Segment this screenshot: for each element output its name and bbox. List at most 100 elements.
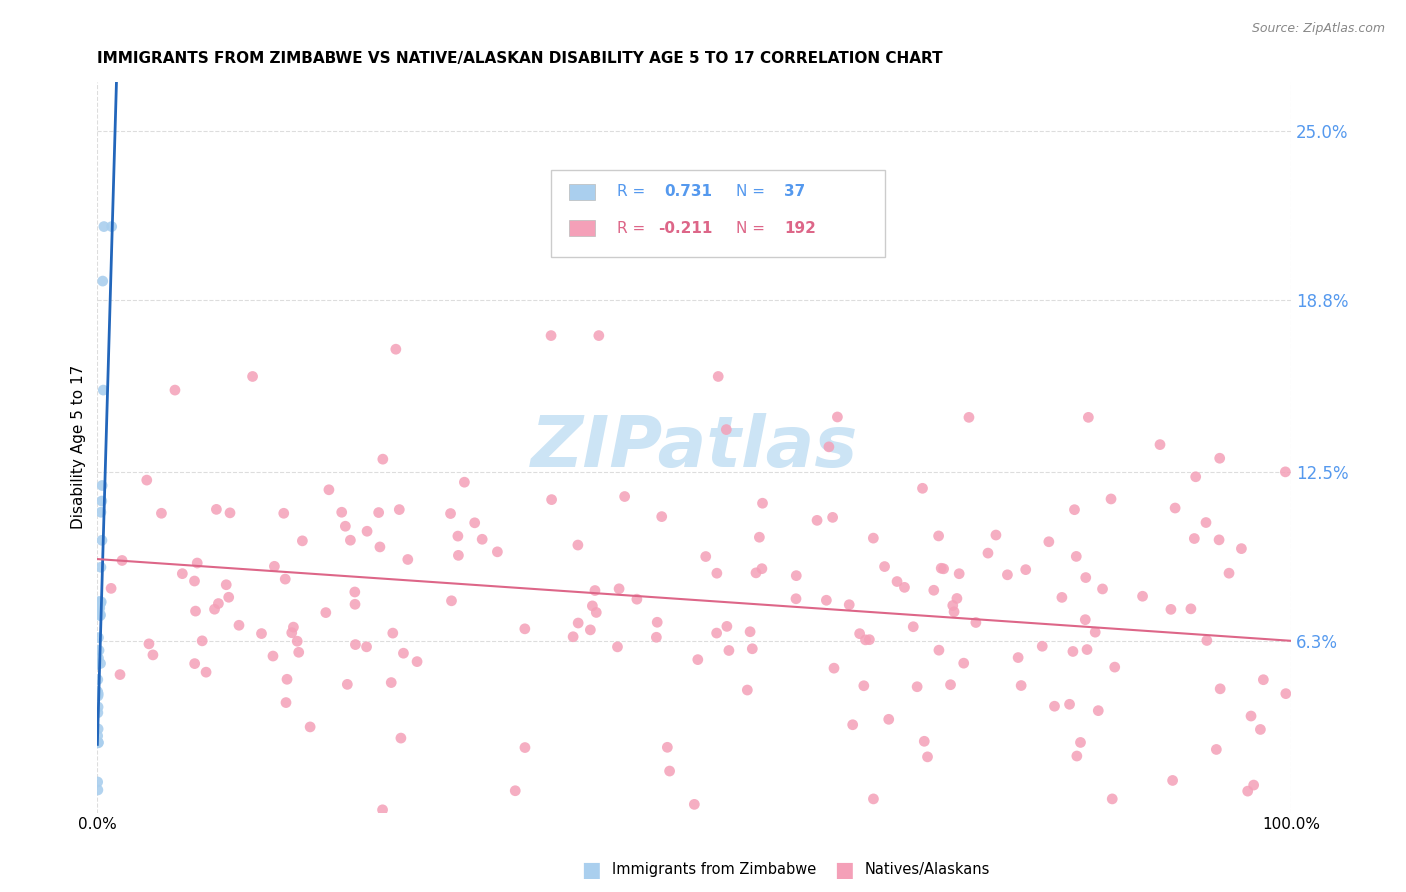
Point (287, 645, 309, 659)
Point (371, 452, 394, 467)
Point (291, 533, 314, 548)
Text: N =: N = (737, 184, 765, 199)
Point (695, 549, 717, 564)
Point (929, 561, 952, 575)
Point (89, 594, 111, 608)
Point (706, 626, 728, 640)
Point (540, 328, 562, 343)
Point (218, 591, 240, 605)
Point (815, 593, 838, 607)
Point (250, 626, 273, 640)
Point (87, 601, 110, 615)
Point (87, 722, 110, 736)
Text: ■: ■ (581, 860, 600, 880)
Point (368, 540, 391, 554)
Point (707, 369, 730, 384)
Point (513, 740, 536, 755)
Point (1062, 644, 1084, 658)
Point (1132, 589, 1154, 603)
Y-axis label: Disability Age 5 to 17: Disability Age 5 to 17 (72, 365, 86, 530)
Point (588, 328, 610, 343)
Point (100, 582, 122, 596)
Point (440, 594, 463, 608)
Point (90, 505, 112, 519)
Point (215, 578, 238, 592)
Point (855, 632, 877, 647)
Point (87, 735, 110, 749)
Point (1275, 687, 1298, 701)
Point (207, 597, 229, 611)
Point (285, 634, 308, 648)
Point (163, 383, 186, 397)
Point (686, 652, 709, 666)
Point (952, 656, 974, 670)
Point (877, 712, 900, 726)
Point (579, 623, 602, 637)
Point (90, 494, 112, 508)
Point (716, 423, 738, 437)
Point (1236, 784, 1258, 798)
FancyBboxPatch shape (569, 184, 595, 200)
Point (299, 720, 322, 734)
Point (87, 736, 110, 750)
Point (737, 683, 759, 698)
Point (172, 566, 194, 581)
Point (977, 546, 1000, 560)
Point (917, 749, 939, 764)
Point (1069, 735, 1091, 749)
Point (997, 567, 1019, 582)
Point (645, 630, 668, 644)
Point (453, 475, 475, 490)
Text: ■: ■ (834, 860, 853, 880)
Text: IMMIGRANTS FROM ZIMBABWE VS NATIVE/ALASKAN DISABILITY AGE 5 TO 17 CORRELATION CH: IMMIGRANTS FROM ZIMBABWE VS NATIVE/ALASK… (97, 51, 943, 66)
Point (371, 803, 394, 817)
Point (356, 640, 378, 654)
Point (367, 506, 389, 520)
Point (228, 618, 250, 632)
Point (827, 409, 849, 424)
Point (262, 648, 284, 663)
Point (513, 622, 536, 636)
Point (658, 764, 681, 778)
Point (1101, 792, 1123, 806)
Point (343, 597, 366, 611)
Point (315, 606, 337, 620)
Point (108, 667, 131, 681)
Point (87, 643, 110, 657)
Point (86, 729, 108, 743)
Point (91, 533, 114, 548)
Text: N =: N = (737, 220, 765, 235)
Point (943, 605, 966, 619)
Point (932, 562, 955, 576)
Point (738, 624, 761, 639)
Point (821, 510, 844, 524)
Point (626, 592, 648, 607)
Point (1253, 673, 1275, 687)
Point (396, 552, 419, 566)
Point (273, 506, 295, 520)
Point (195, 665, 218, 680)
Point (276, 673, 298, 687)
Point (447, 529, 470, 543)
Point (447, 549, 470, 563)
Point (873, 559, 896, 574)
Point (142, 648, 165, 662)
Point (138, 637, 160, 651)
Point (848, 626, 870, 640)
Point (91, 478, 114, 492)
Point (93, 219, 115, 234)
Point (335, 519, 357, 533)
Point (87, 651, 110, 665)
Text: -0.211: -0.211 (658, 220, 713, 235)
Point (540, 492, 562, 507)
Point (380, 675, 402, 690)
Point (1066, 749, 1088, 764)
Point (91, 274, 114, 288)
Point (87, 606, 110, 620)
Point (613, 490, 636, 504)
Point (90, 596, 112, 610)
FancyBboxPatch shape (569, 220, 595, 236)
Point (806, 513, 828, 527)
Point (606, 640, 628, 654)
Point (645, 615, 668, 630)
